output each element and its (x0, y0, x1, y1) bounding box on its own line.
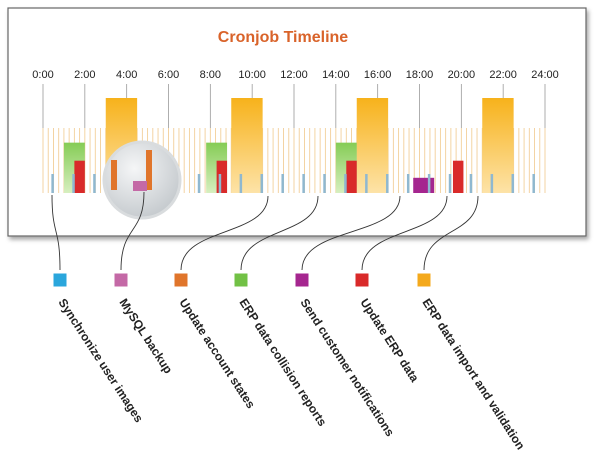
chart-title: Cronjob Timeline (218, 29, 348, 46)
update-erp-bar (452, 160, 464, 193)
tick-label: 22:00 (489, 69, 517, 81)
sync-images-mark (218, 174, 222, 193)
sync-images-mark (260, 174, 264, 193)
tick-label: 8:00 (200, 69, 221, 81)
tick-label: 12:00 (280, 69, 308, 81)
sync-images-mark (448, 174, 452, 193)
zoom-lens (102, 140, 182, 220)
legend-connector (361, 195, 448, 271)
erp-import-bar (231, 98, 263, 193)
zoom-mysql-bar (133, 181, 147, 191)
sync-images-mark (427, 174, 431, 193)
erp-import-bar (356, 98, 389, 193)
legend-label: MySQL backup (116, 296, 175, 376)
tick-label: 4:00 (116, 69, 137, 81)
legend-connector (120, 191, 145, 271)
legend-label: ERP data import and validation (419, 296, 527, 452)
legend-label: Update ERP data (357, 296, 421, 385)
tick-label: 20:00 (448, 69, 476, 81)
legend-swatch (233, 272, 249, 288)
tick-label: 0:00 (32, 69, 53, 81)
sync-images-mark (302, 174, 305, 193)
update-erp-bar (346, 160, 357, 193)
time-axis: 0:00 2:00 4:00 6:00 8:00 10:00 12:00 14:00 16:00… (32, 69, 559, 128)
sync-images-mark (197, 174, 201, 193)
legend-connector (240, 195, 319, 271)
legend-swatch (416, 272, 432, 288)
sync-images-mark (532, 174, 535, 193)
sync-images-mark (239, 174, 243, 193)
tick-label: 24:00 (531, 69, 559, 81)
legend-connectors (51, 191, 479, 271)
legend-connector (423, 195, 479, 271)
legend-swatch (173, 272, 189, 288)
sync-images-mark (323, 174, 326, 193)
sync-images-mark (281, 174, 284, 193)
legend-swatch (354, 272, 370, 288)
legend-swatch (52, 272, 68, 288)
sync-images-mark (511, 174, 515, 193)
sync-images-mark (406, 174, 410, 193)
sync-images-mark (365, 174, 368, 193)
update-erp-bar (216, 160, 228, 193)
sync-images-mark (490, 174, 494, 193)
erp-import-bar (482, 98, 514, 193)
legend-swatch (294, 272, 310, 288)
legend-connector (180, 195, 269, 271)
sync-images-mark (344, 174, 347, 193)
zoom-lens-circle (102, 140, 182, 220)
zoom-account-bar (111, 160, 117, 190)
sync-images-mark (386, 174, 389, 193)
tick-label: 10:00 (238, 69, 266, 81)
sync-images-mark (72, 174, 75, 193)
legend-connector (51, 194, 61, 271)
notification-bar (413, 177, 435, 193)
update-erp-bar (74, 160, 85, 193)
tick-label: 14:00 (322, 69, 350, 81)
tick-label: 2:00 (74, 69, 95, 81)
tick-label: 18:00 (406, 69, 434, 81)
sync-images-mark (469, 174, 473, 193)
tick-label: 16:00 (364, 69, 392, 81)
zoom-account-bar (146, 150, 152, 190)
tick-label: 6:00 (158, 69, 179, 81)
sync-images-mark (93, 174, 96, 193)
sync-images-mark (51, 174, 54, 193)
legend-connector (301, 195, 401, 271)
legend-swatch (113, 272, 129, 288)
